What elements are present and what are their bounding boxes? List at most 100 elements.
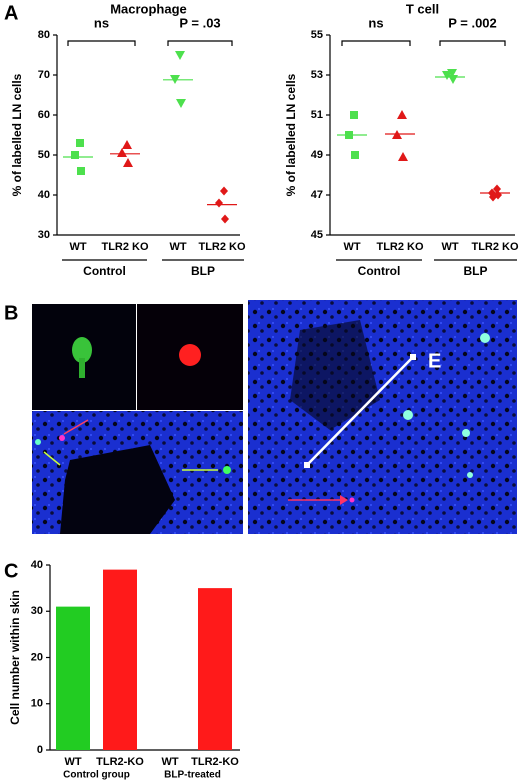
annotation: ns — [368, 15, 383, 30]
y-tick-label: 80 — [38, 29, 50, 41]
y-tick-label: 30 — [31, 605, 43, 617]
dark-region — [60, 445, 175, 534]
x-tick-label: WT — [161, 756, 178, 768]
y-tick-label: 20 — [31, 651, 43, 663]
arrow — [63, 419, 89, 435]
cell — [35, 439, 41, 445]
y-axis-label: Cell number within skin — [8, 590, 22, 725]
data-point — [71, 151, 79, 159]
data-point — [176, 99, 186, 108]
scale-line — [306, 356, 414, 466]
data-point — [77, 167, 85, 175]
group-label: Control — [83, 264, 126, 278]
y-tick-label: 0 — [37, 744, 43, 756]
data-point — [76, 139, 84, 147]
y-tick-label: 30 — [38, 229, 50, 241]
data-point — [397, 110, 407, 119]
data-point — [398, 152, 408, 161]
annotation: P = .03 — [179, 15, 220, 30]
data-point — [117, 148, 127, 157]
data-point — [221, 214, 229, 224]
data-point — [215, 198, 223, 208]
data-point — [448, 75, 458, 84]
y-tick-label: 40 — [31, 559, 43, 571]
bar — [198, 588, 232, 750]
cell — [480, 333, 490, 343]
y-tick-label: 45 — [311, 229, 323, 241]
data-point — [122, 140, 132, 149]
dark-region — [290, 320, 380, 430]
x-tick-label: TLR2 KO — [376, 241, 424, 253]
y-axis-label: % of labelled LN cells — [284, 73, 298, 196]
y-tick-label: 47 — [311, 189, 323, 201]
y-tick-label: 70 — [38, 69, 50, 81]
y-tick-label: 10 — [31, 698, 43, 710]
end-point — [410, 354, 416, 360]
annotation: P = .002 — [448, 15, 497, 30]
group-label: Control group — [63, 770, 130, 781]
bracket — [67, 40, 136, 46]
arrow — [43, 451, 61, 466]
data-point — [392, 130, 402, 139]
cell — [59, 435, 65, 441]
end-point — [304, 462, 310, 468]
data-point — [345, 131, 353, 139]
image-label: E — [428, 350, 441, 372]
x-tick-label: WT — [343, 241, 360, 253]
cell — [72, 337, 92, 363]
chart-title: T cell — [406, 1, 439, 16]
cell — [223, 466, 231, 474]
cell — [467, 472, 473, 478]
data-point — [123, 158, 133, 167]
data-point — [170, 75, 180, 84]
panel-label: B — [4, 302, 18, 324]
bar — [103, 569, 137, 750]
group-label: BLP — [191, 264, 215, 278]
group-label: BLP-treated — [164, 770, 221, 781]
y-tick-label: 55 — [311, 29, 323, 41]
data-point — [350, 111, 358, 119]
cell — [403, 410, 413, 420]
data-point — [442, 71, 452, 80]
bracket — [439, 40, 506, 46]
panel-label: A — [4, 2, 18, 24]
x-tick-label: TLR2 KO — [198, 241, 246, 253]
bracket — [341, 40, 411, 46]
image-large — [248, 300, 517, 534]
x-tick-label: TLR2-KO — [96, 756, 144, 768]
x-tick-label: WT — [64, 756, 81, 768]
micrographs: E — [32, 300, 517, 534]
cell — [179, 344, 201, 366]
y-tick-label: 40 — [38, 189, 50, 201]
y-tick-label: 60 — [38, 109, 50, 121]
cell — [79, 358, 85, 378]
group-label: Control — [358, 264, 401, 278]
y-tick-label: 51 — [311, 109, 323, 121]
panel-label: C — [4, 560, 18, 582]
x-tick-label: TLR2-KO — [191, 756, 239, 768]
cell — [349, 497, 355, 503]
x-tick-label: WT — [69, 241, 86, 253]
y-tick-label: 50 — [38, 149, 50, 161]
annotation: ns — [94, 15, 109, 30]
x-tick-label: TLR2 KO — [471, 241, 519, 253]
arrowhead — [340, 495, 348, 505]
y-tick-label: 53 — [311, 69, 323, 81]
data-point — [175, 51, 185, 60]
data-point — [493, 184, 501, 194]
data-point — [220, 186, 228, 196]
data-point — [489, 192, 497, 202]
data-point — [351, 151, 359, 159]
cell — [462, 429, 470, 437]
bracket — [167, 40, 233, 46]
bar — [56, 606, 90, 750]
x-tick-label: TLR2 KO — [101, 241, 149, 253]
x-tick-label: WT — [169, 241, 186, 253]
y-axis-label: % of labelled LN cells — [10, 73, 24, 196]
chart-title: Macrophage — [110, 1, 187, 16]
x-tick-label: WT — [441, 241, 458, 253]
group-label: BLP — [464, 264, 488, 278]
y-tick-label: 49 — [311, 149, 323, 161]
